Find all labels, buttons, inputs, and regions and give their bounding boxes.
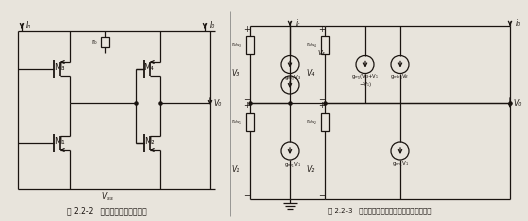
Text: I₀: I₀ (210, 21, 214, 30)
Text: +: + (318, 25, 325, 34)
Text: r$_{ds_3}$: r$_{ds_3}$ (231, 40, 242, 50)
Bar (321, 113, 329, 131)
Bar (321, 36, 329, 54)
Text: i₀: i₀ (515, 19, 521, 27)
Text: −: − (318, 95, 325, 105)
Text: −: − (318, 192, 325, 200)
Text: 图 2.2-2   高输出阻抗恒流源电路: 图 2.2-2 高输出阻抗恒流源电路 (67, 206, 147, 215)
Bar (101, 37, 109, 47)
Text: V₂: V₂ (307, 164, 315, 173)
Text: g$_{m_3}$V₃: g$_{m_3}$V₃ (284, 74, 300, 83)
Text: r$_{ds_1}$: r$_{ds_1}$ (231, 117, 242, 127)
Text: r$_{ds_2}$: r$_{ds_2}$ (306, 117, 317, 127)
Text: Iₙ: Iₙ (25, 21, 31, 30)
Bar (246, 36, 254, 54)
Text: +: + (243, 25, 250, 34)
Text: +: + (318, 101, 325, 110)
Bar (246, 113, 254, 131)
Text: −: − (243, 192, 250, 200)
Text: M₂: M₂ (144, 137, 154, 145)
Text: V₀: V₀ (214, 99, 222, 107)
Text: V₃: V₃ (232, 69, 240, 78)
Text: V₄: V₄ (307, 69, 315, 78)
Text: r$_{ds_4}$: r$_{ds_4}$ (306, 40, 317, 50)
Text: g$_{m_4}$(V₃+V₁: g$_{m_4}$(V₃+V₁ (351, 73, 379, 82)
Text: M₄: M₄ (144, 63, 154, 72)
Text: V₄: V₄ (317, 50, 325, 56)
Text: r₀: r₀ (91, 39, 97, 45)
Text: −: − (243, 95, 250, 105)
Text: g$_{m_1}$V₁: g$_{m_1}$V₁ (284, 160, 300, 170)
Text: M₃: M₃ (54, 63, 64, 72)
Text: iᵣ: iᵣ (296, 19, 300, 27)
Text: g$_{m_1}$V₁: g$_{m_1}$V₁ (392, 159, 409, 169)
Text: g$_{mb_4}$V$_B$: g$_{mb_4}$V$_B$ (390, 73, 410, 82)
Text: V₀: V₀ (514, 99, 522, 107)
Text: 图 2.2-3   高输出阻抗恒流源电路的交流等效电路: 图 2.2-3 高输出阻抗恒流源电路的交流等效电路 (328, 208, 432, 214)
Text: V$_{ss}$: V$_{ss}$ (101, 191, 114, 203)
Text: +: + (243, 101, 250, 110)
Text: V₁: V₁ (232, 164, 240, 173)
Text: M₁: M₁ (54, 137, 64, 145)
Text: −V₁): −V₁) (359, 82, 371, 87)
